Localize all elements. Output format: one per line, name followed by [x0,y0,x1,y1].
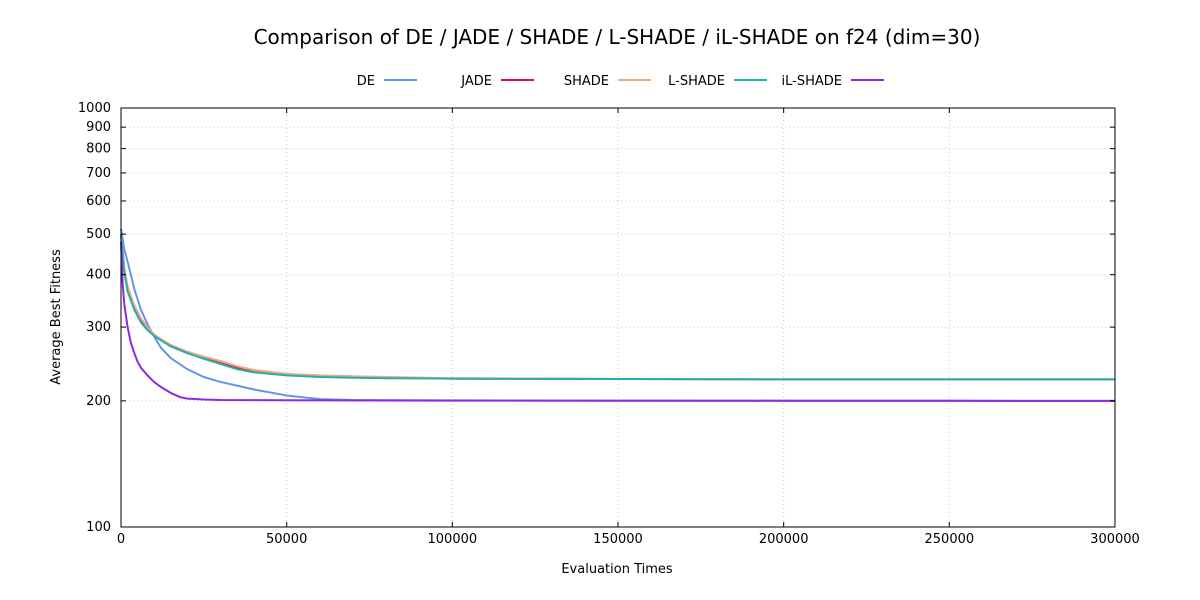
x-tick-label: 100000 [428,532,478,547]
legend-label: DE [357,74,375,89]
grid [121,108,1115,527]
x-tick-label: 300000 [1090,532,1140,547]
legend: DE JADE SHADE L-SHADE iL-SHADE [357,74,884,89]
legend-label: iL-SHADE [782,74,842,89]
series-lines [120,228,1116,402]
y-tick-label: 200 [86,394,111,409]
y-tick-label: 700 [86,166,111,181]
series-line-de [120,228,1116,402]
y-tick-label: 500 [86,227,111,242]
y-tick-label: 300 [86,320,111,335]
y-tick-label: 900 [86,120,111,135]
series-line-shade [120,234,1115,381]
y-axis-label: Average Best Fitness [49,249,64,385]
y-axis: 100 200 300 400 500 600 700 800 900 1000 [78,101,1115,535]
legend-label: L-SHADE [668,74,725,89]
chart-title: Comparison of DE / JADE / SHADE / L-SHAD… [254,25,981,49]
legend-label: SHADE [564,74,609,89]
x-tick-label: 150000 [593,532,643,547]
y-tick-label: 600 [86,194,111,209]
x-tick-label: 50000 [266,532,307,547]
series-line-jade [120,234,1115,381]
y-tick-label: 800 [86,142,111,157]
x-tick-label: 200000 [759,532,809,547]
x-axis: 0 50000 100000 150000 200000 250000 300000 [117,108,1140,547]
x-tick-label: 250000 [925,532,975,547]
y-tick-label: 100 [86,520,111,535]
x-tick-label: 0 [117,532,125,547]
legend-label: JADE [460,74,492,89]
y-tick-label: 400 [86,268,111,283]
series-line-l-shade [120,234,1115,381]
y-tick-label: 1000 [78,101,111,116]
x-axis-label: Evaluation Times [561,562,673,577]
series-line-il-shade [120,241,1116,402]
